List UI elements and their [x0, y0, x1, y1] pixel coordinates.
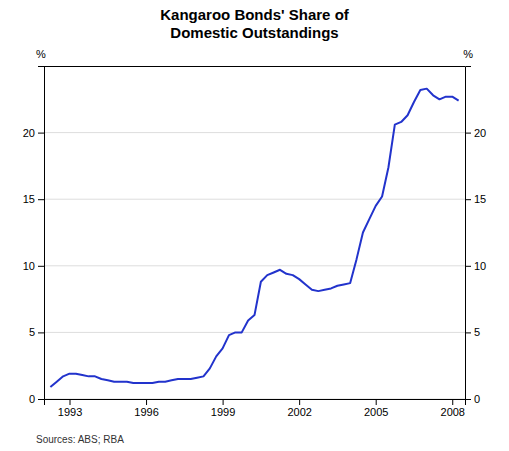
y-axis: 0 5 10 15 20 [23, 67, 45, 406]
tick-label: 10 [474, 260, 486, 272]
tick: 2008 [441, 399, 465, 418]
tick-mark [299, 399, 300, 405]
tick: 20 [23, 127, 44, 139]
tick-mark [38, 399, 44, 400]
tick-label: 0 [29, 393, 35, 405]
tick-mark [465, 133, 471, 134]
plot-area [50, 89, 458, 387]
tick-label: 0 [474, 393, 480, 405]
grid-line [44, 332, 465, 333]
grid-line [44, 132, 465, 133]
tick-mark [465, 399, 471, 400]
grid-line [44, 199, 465, 200]
line [50, 89, 458, 387]
tick-mark [465, 199, 471, 200]
chart: 1993199619992002200520080510152005101520… [0, 0, 509, 451]
x-axis: 1993 1996 1999 2002 2005 2008 [45, 399, 466, 418]
tick-label: 15 [23, 193, 35, 205]
title: Kangaroo Bonds' Share ofDomestic Outstan… [160, 6, 350, 41]
tick: 1999 [211, 399, 235, 418]
tick-label: 15 [474, 193, 486, 205]
grid [44, 133, 465, 399]
tick-label: 20 [474, 127, 486, 139]
tick-mark [465, 332, 471, 333]
grid-line [44, 265, 465, 266]
tick-label: 20 [23, 127, 35, 139]
tick-mark [38, 266, 44, 267]
title-line: Kangaroo Bonds' Share of [160, 6, 350, 23]
tick: 0 [465, 393, 480, 405]
tick-label: 1996 [134, 406, 158, 418]
tick: 15 [23, 193, 44, 205]
tick-label: 1993 [58, 406, 82, 418]
axis-domain [38, 67, 45, 400]
tick: 20 [465, 127, 486, 139]
tick-label: 2002 [287, 406, 311, 418]
axis-domain [45, 400, 466, 406]
tick-label: 2005 [364, 406, 388, 418]
tick-mark [38, 332, 44, 333]
tick: 1996 [134, 399, 158, 418]
tick-mark [223, 399, 224, 405]
tick: 5 [465, 326, 480, 338]
plot-frame [44, 66, 465, 67]
tick-label: 5 [29, 326, 35, 338]
title-line: Domestic Outstandings [170, 24, 338, 41]
y2-axis-label: % [463, 48, 473, 60]
y2-axis: 0 5 10 15 20 [465, 67, 486, 406]
tick-mark [376, 399, 377, 405]
tick-label: 10 [23, 260, 35, 272]
tick-label: 2008 [441, 406, 465, 418]
tick-mark [38, 133, 44, 134]
tick-mark [146, 399, 147, 405]
tick-label: 1999 [211, 406, 235, 418]
tick: 1993 [58, 399, 82, 418]
tick-mark [452, 399, 453, 405]
tick: 5 [29, 326, 44, 338]
tick: 10 [23, 260, 44, 272]
axis-domain [466, 67, 472, 400]
tick-mark [38, 199, 44, 200]
tick: 0 [29, 393, 44, 405]
tick: 15 [465, 193, 486, 205]
tick-mark [465, 266, 471, 267]
tick-mark [70, 399, 71, 405]
tick: 2005 [364, 399, 388, 418]
tick-label: 5 [474, 326, 480, 338]
tick: 10 [465, 260, 486, 272]
source: Sources: ABS; RBA [36, 434, 124, 445]
tick: 2002 [287, 399, 311, 418]
y-axis-label: % [36, 48, 46, 60]
